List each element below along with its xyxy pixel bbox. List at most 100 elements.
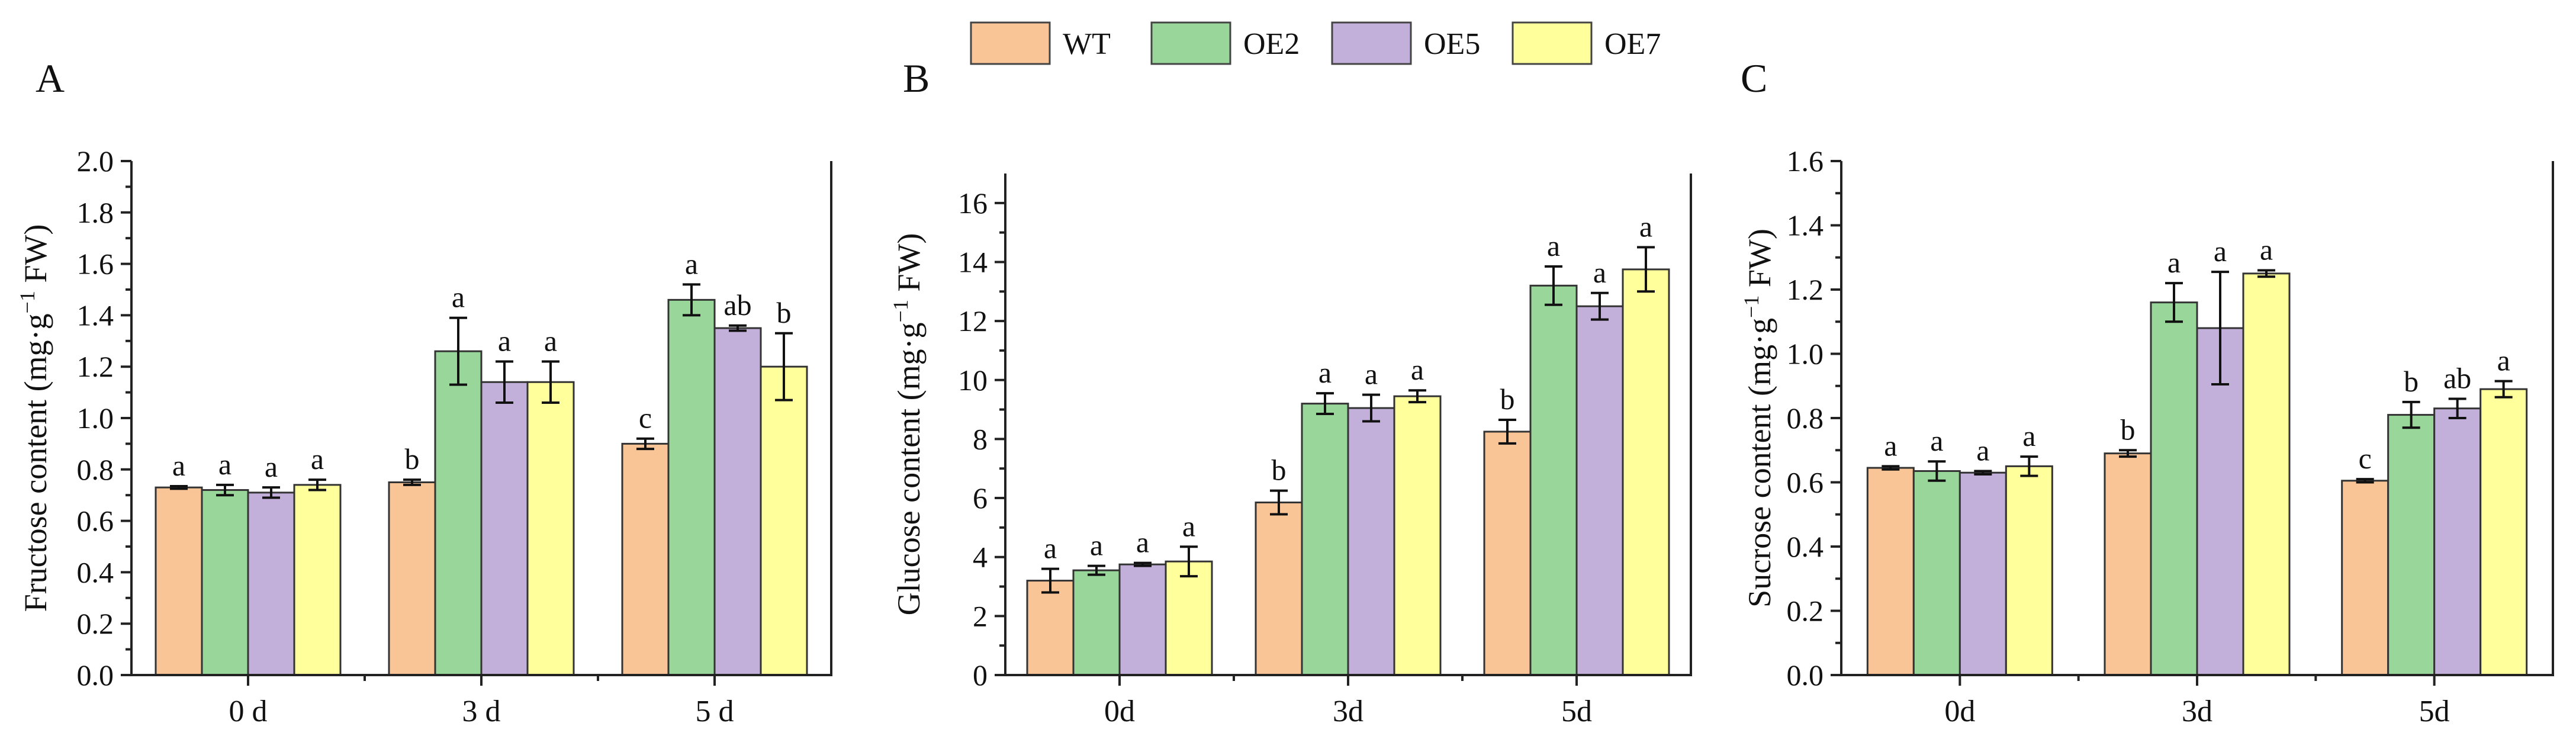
bar-oe7-0 [1165,560,1213,676]
significance-letter: a [498,324,511,358]
x-tick-label: 5 d [696,695,734,728]
error-bar-oe5-0 [262,486,280,499]
error-bar-wt-2 [1498,419,1516,445]
error-bar-wt-1 [2119,449,2137,458]
panel-c: Ca bcaabaaabaaa0.00.20.40.60.81.01.21.41.… [1739,56,2554,728]
significance-letter: a [544,324,557,358]
legend-swatch-oe2 [1150,21,1231,65]
bar-oe2-2 [667,298,716,676]
y-axis-label: Fructose content (mg·g−1 FW) [15,224,53,612]
legend-swatch-oe7 [1511,21,1593,65]
significance-letter: c [639,401,652,435]
bar-oe7-2 [760,365,808,676]
bar-wt-2 [621,442,670,676]
significance-letter: a [172,449,185,482]
y-axis-label: Glucose content (mg·g−1 FW) [889,233,927,616]
error-bar-oe2-1 [2165,282,2183,323]
significance-letter: a [1593,256,1606,289]
legend-swatch-wt [970,21,1051,65]
bar-oe7-1 [526,381,575,676]
y-tick-label: 0.2 [1787,595,1824,628]
y-tick-label: 0.6 [77,505,114,538]
y-tick-label: 2 [973,599,988,632]
y-tick-label: 1.6 [77,248,114,281]
legend-label-wt: WT [1063,27,1111,61]
x-tick-label: 5d [1561,695,1592,728]
legend-label-oe5: OE5 [1424,27,1480,61]
error-bar-oe2-1 [449,316,467,386]
bar-oe5-1 [480,381,529,676]
panel-label: C [1741,56,1767,101]
error-bar-wt-1 [1270,489,1288,516]
significance-letter: a [1182,509,1195,542]
error-bar-wt-2 [636,437,654,451]
legend-label-oe2: OE2 [1243,27,1300,61]
significance-letter: a [2497,344,2510,377]
significance-letter: a [1930,424,1943,457]
bar-oe2-0 [201,489,249,676]
bar-oe2-1 [434,350,483,676]
bar-wt-1 [2104,452,2152,676]
bar-oe2-1 [1301,403,1349,676]
y-tick-label: 8 [973,422,988,455]
bar-wt-0 [1866,467,1915,676]
x-tick-label: 0 d [229,695,268,728]
error-bar-oe5-2 [1591,291,1609,321]
significance-letter: b [2121,413,2136,446]
y-tick-label: 0 [973,658,988,692]
error-bar-oe7-2 [775,332,793,401]
significance-letter: a [2022,419,2035,452]
bar-oe7-1 [2242,272,2291,676]
significance-letter: a [1411,353,1424,386]
y-tick-label: 0.8 [77,453,114,486]
bar-oe5-0 [247,491,295,676]
error-bar-oe2-0 [1928,460,1946,482]
error-bar-oe5-1 [496,360,513,404]
y-tick-label: 0.2 [77,607,114,640]
error-bar-wt-2 [2356,478,2374,484]
error-bar-oe5-1 [2211,271,2229,386]
error-bar-oe7-1 [1408,389,1426,404]
y-tick-label: 0.4 [77,555,114,589]
error-bar-oe7-0 [2020,455,2038,477]
error-bar-oe5-1 [1362,393,1380,423]
y-tick-label: 16 [958,187,988,220]
x-tick-label: 0d [1944,695,1975,728]
bar-oe7-1 [1393,395,1442,676]
y-tick-label: 0.0 [1787,658,1824,692]
bar-wt-2 [2341,480,2390,676]
y-tick-label: 1.2 [1787,273,1824,306]
bar-wt-0 [1026,580,1075,676]
x-tick-label: 3d [2182,695,2212,728]
panel-a: Aa bcaaaaaabaab0.00.20.40.60.81.01.21.41.… [15,56,832,728]
error-bar-wt-1 [403,478,421,486]
bar-wt-1 [1255,502,1303,676]
bar-oe5-0 [1118,563,1167,676]
bar-oe2-0 [1072,569,1121,676]
y-tick-label: 1.0 [77,401,114,435]
error-bar-oe2-1 [1316,392,1334,416]
y-tick-label: 14 [958,245,988,278]
significance-letter: b [1272,454,1287,487]
y-tick-label: 1.6 [1787,144,1824,178]
error-bar-oe2-2 [1545,265,1562,306]
bar-wt-2 [1483,430,1532,676]
bar-oe5-0 [1958,471,2007,676]
error-bar-oe5-0 [1974,470,1992,475]
error-bar-oe7-1 [2257,269,2275,278]
bar-wt-1 [388,481,436,676]
significance-letter: a [1639,210,1652,243]
y-tick-label: 10 [958,364,988,397]
significance-letter: a [2260,233,2273,266]
y-tick-label: 6 [973,481,988,515]
bar-wt-0 [155,486,203,676]
x-tick-label: 3d [1333,695,1363,728]
bar-oe5-2 [713,327,762,676]
significance-letter: a [1044,532,1057,565]
bar-oe7-2 [1622,268,1670,676]
significance-letter: a [1318,356,1332,389]
significance-letter: c [2359,442,2372,475]
significance-letter: b [777,296,792,329]
y-tick-label: 12 [958,304,988,338]
